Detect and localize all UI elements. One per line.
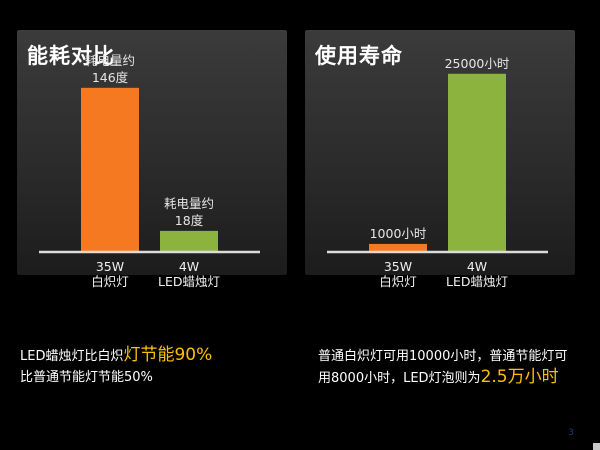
bar-1-0 [369, 243, 427, 251]
data-label-0-0-0: 耗电量约 [85, 53, 135, 68]
energy-comparison-title: 能耗对比 [27, 44, 115, 68]
category-label-0-1-1: LED蜡烛灯 [158, 274, 220, 289]
data-label-1-0-0: 1000小时 [370, 226, 427, 241]
category-label-1-0-1: 白炽灯 [379, 274, 417, 289]
energy-note-plain: LED蜡烛灯比白炽 [20, 349, 124, 364]
data-label-0-1-0: 耗电量约 [164, 196, 214, 211]
page-number: 3 [568, 428, 574, 438]
energy-note-line2: 比普通节能灯节能50% [20, 370, 153, 385]
bar-1-1 [448, 73, 506, 251]
data-label-0-0-1: 146度 [92, 70, 129, 85]
category-label-0-1-0: 4W [179, 259, 199, 274]
energy-comparison-panel: 能耗对比 耗电量约 146度 35W 白炽灯 耗电量约 18度 4W LED蜡烛灯 [17, 30, 287, 289]
lifespan-panel: 使用寿命 1000小时 35W 白炽灯 25000小时 4W LED蜡烛灯 [305, 30, 575, 289]
lifespan-note-highlight: 2.5万小时 [480, 367, 559, 387]
category-label-0-0-0: 35W [96, 259, 124, 274]
bar-0-1 [160, 230, 218, 251]
category-label-1-1-0: 4W [467, 259, 487, 274]
data-label-0-1-1: 18度 [175, 213, 204, 228]
lifespan-note: 普通白炽灯可用10000小时，普通节能灯可用8000小时，LED灯泡则为2.5万… [318, 346, 580, 389]
bar-0-0 [81, 87, 139, 251]
category-label-0-0-1: 白炽灯 [91, 274, 129, 289]
energy-note-highlight: 灯节能90% [123, 345, 213, 365]
category-label-1-1-1: LED蜡烛灯 [446, 274, 508, 289]
lifespan-title: 使用寿命 [315, 44, 403, 68]
energy-saving-note: LED蜡烛灯比白炽灯节能90% 比普通节能灯节能50% [20, 345, 280, 388]
corner-mark [593, 443, 600, 450]
category-label-1-0-0: 35W [384, 259, 412, 274]
data-label-1-1-0: 25000小时 [445, 56, 510, 71]
lifespan-note-plain: 普通白炽灯可用10000小时，普通节能灯可用8000小时，LED灯泡则为 [318, 349, 568, 386]
